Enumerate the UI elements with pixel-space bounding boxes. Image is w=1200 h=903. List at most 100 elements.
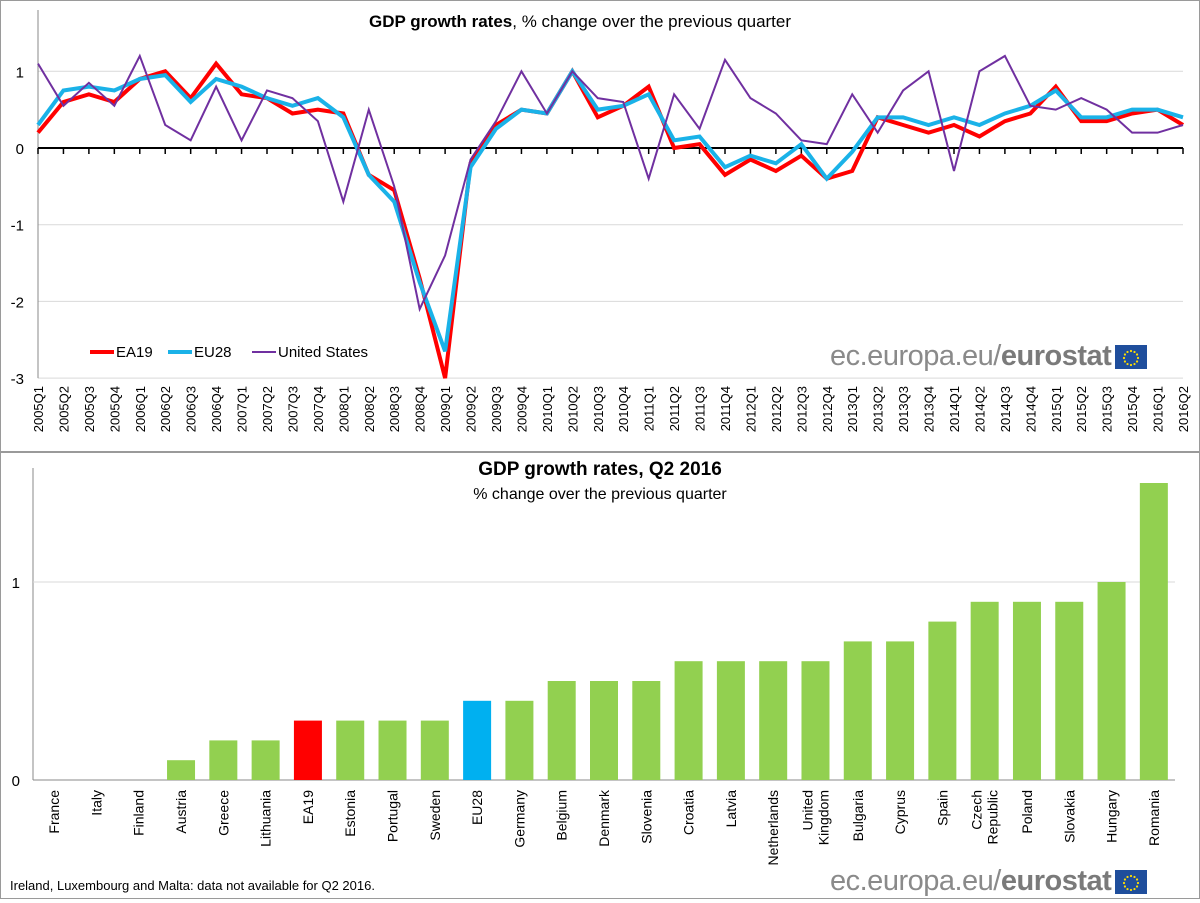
logo-domain: ec.europa.eu/: [830, 340, 1001, 372]
y-tick-label: 1: [16, 64, 24, 81]
bar-slovenia: [632, 681, 661, 780]
bar-portugal: [378, 720, 407, 780]
bar-netherlands: [759, 661, 788, 780]
x-tick-label: 2009Q1: [438, 386, 453, 432]
x-tick-label: 2012Q3: [794, 386, 809, 432]
category-label: Estonia: [342, 790, 358, 837]
x-tick-label: 2007Q2: [260, 386, 275, 432]
x-tick-label: 2006Q2: [158, 386, 173, 432]
category-label-line: EA19: [300, 790, 316, 824]
x-tick-label: 2008Q1: [336, 386, 351, 432]
category-label-line: Romania: [1146, 790, 1162, 846]
bar-lithuania: [251, 740, 280, 780]
x-tick-label: 2009Q3: [489, 386, 504, 432]
logo-brand: eurostat: [1000, 865, 1112, 897]
legend-label: United States: [278, 344, 368, 361]
logo-domain: ec.europa.eu/: [830, 865, 1001, 897]
series-line-ea19: [36, 60, 1185, 379]
x-tick-label: 2014Q4: [1023, 386, 1038, 432]
bar-hungary: [1097, 582, 1126, 780]
category-label: UnitedKingdom: [799, 790, 831, 845]
category-label: Finland: [131, 790, 147, 836]
bar-ea19: [293, 720, 322, 780]
category-label: Italy: [88, 790, 104, 816]
category-label-line: Slovenia: [638, 790, 654, 844]
x-tick-label: 2016Q1: [1151, 386, 1166, 432]
category-label: Slovakia: [1061, 790, 1077, 843]
y-tick-label: -3: [11, 371, 24, 388]
category-label-line: Czech: [969, 790, 985, 830]
category-label: Denmark: [596, 789, 612, 847]
title-rest: , % change over the previous quarter: [512, 12, 791, 31]
category-label-line: Italy: [88, 790, 104, 816]
x-tick-label: 2014Q2: [972, 386, 987, 432]
category-label-line: Republic: [985, 790, 1001, 844]
title-bold: GDP growth rates: [369, 12, 512, 31]
bar-spain: [928, 621, 957, 780]
x-tick-label: 2005Q4: [107, 386, 122, 432]
category-label-line: Croatia: [681, 790, 697, 835]
x-tick-label: 2010Q1: [540, 386, 555, 432]
bar-slovakia: [1055, 601, 1084, 780]
category-label: Cyprus: [892, 790, 908, 834]
category-label: Austria: [173, 790, 189, 834]
panel-divider: [0, 451, 1200, 453]
category-label-line: Latvia: [723, 790, 739, 828]
bar-bulgaria: [843, 641, 872, 780]
x-tick-label: 2009Q2: [464, 386, 479, 432]
footnote: Ireland, Luxembourg and Malta: data not …: [10, 878, 375, 893]
bar-chart-title: GDP growth rates, Q2 2016: [478, 459, 722, 480]
category-label-line: Poland: [1019, 790, 1035, 834]
logo-brand: eurostat: [1000, 340, 1112, 372]
x-tick-label: 2005Q1: [31, 386, 46, 432]
bar-denmark: [590, 681, 618, 780]
x-tick-label: 2012Q2: [769, 386, 784, 432]
category-label: Sweden: [427, 790, 443, 841]
category-label: EA19: [300, 790, 316, 824]
x-tick-label: 2007Q3: [285, 386, 300, 432]
x-tick-label: 2006Q1: [133, 386, 148, 432]
category-label-line: Slovakia: [1061, 790, 1077, 843]
bar-czech-republic: [970, 601, 999, 780]
x-tick-label: 2011Q4: [718, 386, 733, 431]
bar-united-kingdom: [801, 661, 830, 780]
x-tick-label: 2014Q3: [998, 386, 1013, 432]
category-label-line: Sweden: [427, 790, 443, 841]
legend-label: EA19: [116, 344, 153, 361]
bar-poland: [1012, 601, 1041, 780]
category-label-line: Greece: [215, 790, 231, 836]
legend-label: EU28: [194, 344, 232, 361]
x-tick-label: 2011Q2: [667, 386, 682, 431]
category-label: EU28: [469, 790, 485, 825]
category-label-line: Spain: [934, 790, 950, 826]
category-label: Netherlands: [765, 790, 781, 866]
category-label-line: Hungary: [1104, 790, 1120, 843]
x-tick-label: 2008Q3: [387, 386, 402, 432]
x-tick-label: 2010Q2: [565, 386, 580, 432]
category-label-line: Portugal: [385, 790, 401, 842]
category-label-line: EU28: [469, 790, 485, 825]
x-tick-label: 2013Q4: [922, 386, 937, 432]
x-tick-label: 2009Q4: [514, 386, 529, 432]
line-chart-title: GDP growth rates, % change over the prev…: [369, 12, 791, 31]
category-label-line: Cyprus: [892, 790, 908, 834]
eurostat-logo-top: ec.europa.eu/eurostat: [830, 340, 1148, 373]
category-label: Bulgaria: [850, 790, 866, 842]
x-tick-label: 2008Q2: [362, 386, 377, 432]
x-tick-label: 2007Q4: [311, 386, 326, 432]
eu-flag-icon: [1115, 869, 1148, 894]
x-tick-label: 2012Q1: [743, 386, 758, 432]
bar-croatia: [674, 661, 703, 780]
bar-greece: [209, 740, 238, 780]
x-tick-label: 2015Q1: [1049, 386, 1064, 432]
category-label: Germany: [511, 790, 527, 848]
category-label-line: France: [46, 790, 62, 834]
y-tick-label: 0: [12, 773, 20, 790]
category-label-line: United: [799, 790, 815, 830]
bar-eu28: [463, 700, 492, 780]
series-line-united-states: [37, 53, 1184, 313]
category-label-line: Estonia: [342, 790, 358, 837]
series-line-eu28: [36, 67, 1184, 352]
category-label-line: Germany: [511, 790, 527, 848]
